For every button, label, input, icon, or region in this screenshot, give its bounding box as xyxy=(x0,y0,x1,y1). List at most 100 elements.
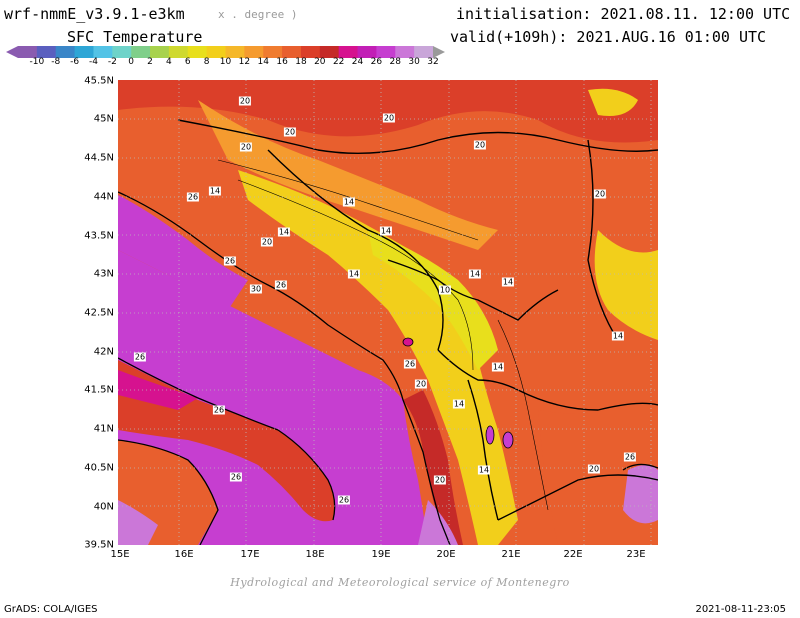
model-title: wrf-nmmE_v3.9.1-e3km xyxy=(4,5,185,23)
contour-label: 14 xyxy=(452,399,466,409)
legend-swatch xyxy=(206,46,226,58)
contour-label: 20 xyxy=(283,127,297,137)
isotherm-14-east xyxy=(497,319,549,511)
lat-label: 42N xyxy=(93,346,114,358)
legend-tick: 26 xyxy=(370,57,383,67)
contour-label: 20 xyxy=(414,379,428,389)
credit-line: Hydrological and Meteorological service … xyxy=(230,576,570,589)
contour-label: 20 xyxy=(587,464,601,474)
legend-tick: 14 xyxy=(257,57,269,67)
isotherm-20 xyxy=(217,159,479,241)
contour-label: 20 xyxy=(473,140,487,150)
lat-label: 39.5N xyxy=(84,539,114,551)
east-cool-patch xyxy=(594,230,658,340)
contour-label: 14 xyxy=(379,226,393,236)
contour-label: 20 xyxy=(239,142,253,152)
aegean-sea xyxy=(623,465,658,524)
contour-label: 26 xyxy=(337,495,351,505)
legend-tick: 12 xyxy=(238,57,251,67)
legend-swatch xyxy=(18,46,38,58)
aegean-coastline xyxy=(622,463,658,471)
legend-tick: 30 xyxy=(408,57,420,67)
lon-label: 19E xyxy=(371,549,391,560)
lat-label: 42.5N xyxy=(84,307,114,319)
contour-label: 20 xyxy=(382,113,396,123)
legend-tick: -2 xyxy=(107,57,117,67)
legend-tick: 2 xyxy=(147,57,153,67)
contour-label: 26 xyxy=(212,405,226,415)
legend-swatch xyxy=(168,46,189,58)
lat-label: 43N xyxy=(93,268,114,280)
border-montenegro-kosovo xyxy=(437,349,519,391)
contour-label: 20 xyxy=(433,475,447,485)
contour-label: 10 xyxy=(438,285,452,295)
north-warm-band xyxy=(118,80,658,143)
lake-skadar xyxy=(402,337,414,347)
border-albania xyxy=(467,379,499,521)
contour-label: 14 xyxy=(277,227,291,237)
color-scale-legend xyxy=(6,46,445,58)
eastern-adriatic-coastline xyxy=(118,191,451,545)
lat-label: 44.5N xyxy=(84,152,114,164)
lat-label: 43.5N xyxy=(84,230,114,242)
ionian-sea-west xyxy=(118,500,158,545)
legend-tick: 28 xyxy=(389,57,401,67)
legend-tick: 6 xyxy=(184,57,191,67)
isotherm-14 xyxy=(237,179,474,371)
lon-label: 16E xyxy=(174,549,194,560)
contour-label: 14 xyxy=(611,331,625,341)
legend-swatch xyxy=(263,46,283,58)
contour-label: 20 xyxy=(260,237,274,247)
legend-tick-labels: -10 -8 -6 -4 -2 0 2 4 6 8 10 12 14 16 18 20 22 24 26 28 30 32 xyxy=(0,57,800,71)
north-east-cool-patch xyxy=(588,88,638,116)
contour-label: 14 xyxy=(477,465,491,475)
generation-timestamp: 2021-08-11-23:05 xyxy=(695,604,786,615)
lat-label: 40.5N xyxy=(84,462,114,474)
legend-swatch xyxy=(357,46,377,58)
legend-swatch xyxy=(225,46,245,58)
ionian-sea-east xyxy=(418,500,458,545)
lon-label: 21E xyxy=(501,549,521,560)
legend-swatch xyxy=(55,46,76,58)
contour-label: 30 xyxy=(249,284,263,294)
contour-label: 26 xyxy=(623,452,637,462)
contour-label: 26 xyxy=(133,352,147,362)
lat-label: 45.5N xyxy=(84,75,114,87)
legend-swatch xyxy=(150,46,170,58)
initialisation-time: initialisation: 2021.08.11. 12:00 UTC xyxy=(456,5,791,23)
legend-swatch xyxy=(93,46,113,58)
legend-swatch xyxy=(376,46,396,58)
legend-swatch xyxy=(36,46,57,58)
contour-label: 14 xyxy=(342,197,356,207)
legend-swatch xyxy=(414,46,434,58)
legend-tick: 32 xyxy=(427,57,439,67)
lake-ohrid xyxy=(485,425,495,445)
legend-tick: -6 xyxy=(70,57,80,67)
lat-label: 44N xyxy=(93,191,114,203)
legend-swatch xyxy=(112,46,132,58)
lon-label: 18E xyxy=(305,549,325,560)
model-subtitle: x . degree ) xyxy=(218,8,298,21)
legend-tick: 0 xyxy=(128,57,135,67)
legend-swatch xyxy=(300,46,321,58)
legend-swatch xyxy=(395,46,415,58)
legend-tick: 4 xyxy=(166,57,172,67)
contour-label: 14 xyxy=(491,362,505,372)
legend-swatch xyxy=(282,46,302,58)
border-bosnia xyxy=(267,149,444,351)
contour-label: 14 xyxy=(501,277,515,287)
legend-tick: 22 xyxy=(332,57,345,67)
legend-tick: -4 xyxy=(88,57,98,67)
lon-label: 22E xyxy=(563,549,583,560)
border-north xyxy=(177,119,658,155)
calabrian-coastline xyxy=(118,439,219,545)
legend-tick: 8 xyxy=(203,57,210,67)
lat-label: 40N xyxy=(93,501,114,513)
legend-swatch xyxy=(338,46,359,58)
border-serbia xyxy=(387,259,559,321)
legend-swatch xyxy=(319,46,340,58)
legend-tick: 18 xyxy=(295,57,307,67)
legend-tick: 24 xyxy=(351,57,364,67)
lon-label: 15E xyxy=(110,549,130,560)
map-canvas xyxy=(118,80,658,545)
